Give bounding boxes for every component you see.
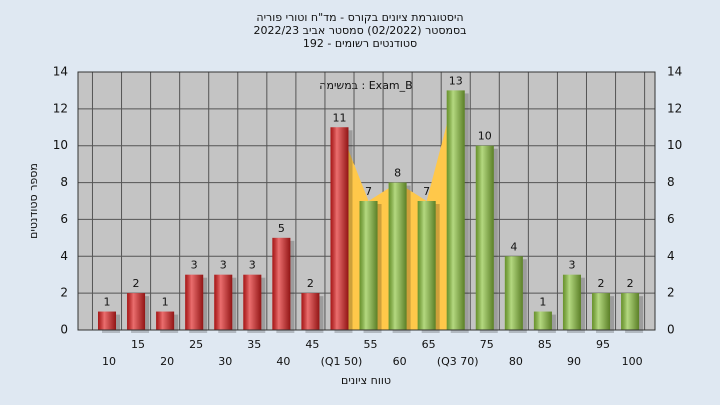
- bar-shade: [621, 293, 640, 330]
- value-label: 1: [162, 296, 169, 309]
- bar-shade: [388, 182, 407, 330]
- bar-shade: [243, 274, 262, 330]
- x-tick-label: 85: [538, 338, 552, 351]
- bar-shade: [214, 274, 233, 330]
- x-tick-label: (Q1 50): [321, 355, 363, 368]
- x-tick-label: 55: [364, 338, 378, 351]
- bar-shade: [504, 256, 523, 330]
- value-label: 1: [104, 296, 111, 309]
- plot-border: [77, 71, 656, 331]
- value-label: 3: [220, 259, 227, 272]
- bar-shade: [98, 311, 116, 330]
- x-tick-label: 100: [622, 355, 643, 368]
- y2-tick-label: 10: [667, 138, 682, 152]
- x-axis-label: טווח ציונים: [341, 374, 391, 387]
- bar-shade: [127, 293, 146, 330]
- y-tick-label: 4: [60, 249, 68, 263]
- bar-shade: [533, 311, 552, 330]
- bar-shade: [272, 237, 291, 330]
- bar-shade: [592, 293, 611, 330]
- value-label: 3: [191, 259, 198, 272]
- x-tick-label: 65: [422, 338, 436, 351]
- y-axis-label: מספר סטודנטים: [27, 163, 40, 239]
- chart-subtitle: סטודנטים רשומים - 192: [303, 37, 417, 50]
- bar-shade: [301, 293, 320, 330]
- value-label: 1: [539, 296, 546, 309]
- x-tick-label: 60: [393, 355, 407, 368]
- x-tick-label: 25: [189, 338, 203, 351]
- y-tick-label: 0: [60, 323, 68, 337]
- y-tick-label: 6: [60, 212, 68, 226]
- y-tick-label: 10: [53, 138, 68, 152]
- bar-shade: [330, 127, 349, 331]
- annotation: במשימה : Exam_B: [319, 79, 412, 92]
- x-tick-label: 20: [160, 355, 174, 368]
- y2-tick-label: 2: [667, 286, 675, 300]
- value-label: 5: [278, 222, 285, 235]
- x-tick-label: 75: [480, 338, 494, 351]
- y2-tick-label: 0: [667, 323, 675, 337]
- value-label: 2: [133, 277, 140, 290]
- value-label: 7: [365, 185, 372, 198]
- y2-tick-label: 14: [667, 65, 682, 79]
- y2-tick-label: 4: [667, 249, 675, 263]
- y-tick-label: 12: [53, 101, 68, 115]
- y2-tick-label: 6: [667, 212, 675, 226]
- x-tick-label: (Q3 70): [437, 355, 479, 368]
- x-tick-label: 80: [509, 355, 523, 368]
- y2-tick-label: 12: [667, 101, 682, 115]
- value-label: 2: [598, 277, 605, 290]
- x-tick-label: 45: [305, 338, 319, 351]
- bar-shade: [475, 145, 494, 330]
- value-label: 13: [449, 74, 463, 87]
- value-label: 8: [394, 167, 401, 180]
- x-tick-label: 95: [596, 338, 610, 351]
- x-tick-label: 35: [247, 338, 261, 351]
- x-tick-label: 15: [131, 338, 145, 351]
- y-tick-label: 14: [53, 65, 68, 79]
- value-label: 4: [510, 240, 517, 253]
- x-tick-label: 30: [218, 355, 232, 368]
- value-label: 3: [568, 259, 575, 272]
- value-label: 3: [249, 259, 256, 272]
- value-label: 2: [307, 277, 314, 290]
- y2-tick-label: 8: [667, 175, 675, 189]
- value-label: 11: [332, 111, 346, 124]
- y-tick-label: 8: [60, 175, 68, 189]
- bar-shade: [562, 274, 581, 330]
- x-tick-label: 90: [567, 355, 581, 368]
- bar-shade: [359, 201, 378, 330]
- value-label: 2: [627, 277, 634, 290]
- chart-title: היסטוגרמת ציונים בקורס - מד"ח וטורי פורי…: [256, 11, 463, 24]
- bar-shade: [185, 274, 204, 330]
- chart-subtitle: בסמסטר (02/2022) סמסטר אביב 2022/23: [253, 24, 466, 37]
- value-label: 7: [423, 185, 430, 198]
- y-tick-label: 2: [60, 286, 68, 300]
- bar-shade: [156, 311, 175, 330]
- x-tick-label: 10: [102, 355, 116, 368]
- x-tick-label: 40: [276, 355, 290, 368]
- bar-shade: [417, 201, 436, 330]
- bar-shade: [446, 90, 465, 330]
- value-label: 10: [478, 130, 492, 143]
